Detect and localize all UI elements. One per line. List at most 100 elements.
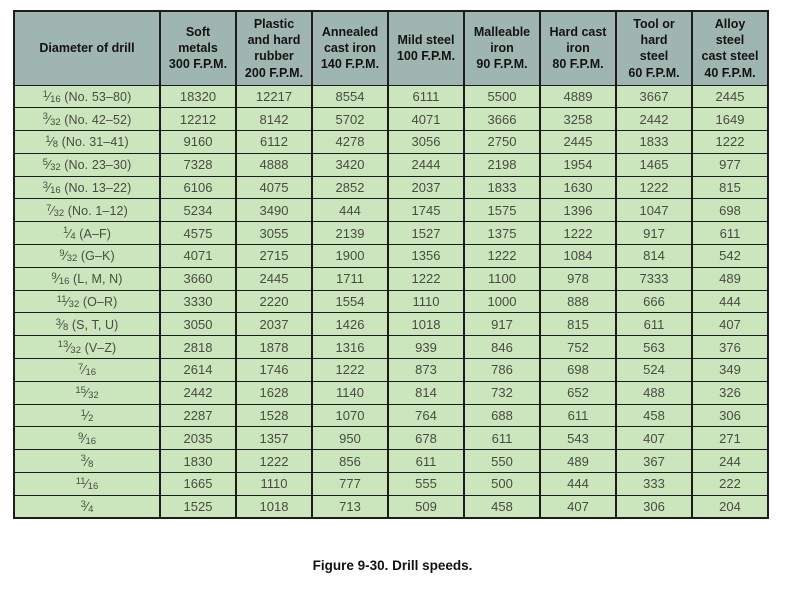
fraction-numerator: 3 xyxy=(42,111,48,123)
table-body: 1⁄16 (No. 53–80) 18320 12217 8554 6111 5500 48… xyxy=(13,84,769,519)
speed-value-cell: 1222 xyxy=(387,266,465,291)
speed-value-cell: 611 xyxy=(615,312,693,337)
speed-value-cell: 488 xyxy=(615,380,693,405)
fraction-slash: ⁄ xyxy=(85,476,88,492)
speed-value-cell: 611 xyxy=(691,221,769,246)
diameter-cell: 3⁄8 (S, T, U) xyxy=(13,312,161,337)
speed-value-cell: 4075 xyxy=(235,175,313,200)
speed-value-cell: 7333 xyxy=(615,266,693,291)
fraction-denominator: 8 xyxy=(63,321,69,333)
table-header: Diameter of drill Soft metals 300 F.P.M. P… xyxy=(13,10,769,86)
column-header-diameter: Diameter of drill xyxy=(13,10,161,86)
speed-value-cell: 814 xyxy=(615,244,693,268)
speed-value-cell: 1649 xyxy=(691,107,769,132)
fraction-slash: ⁄ xyxy=(85,385,89,401)
speed-value-cell: 326 xyxy=(691,380,769,405)
speed-value-cell: 1830 xyxy=(159,449,237,474)
speed-value-cell: 5234 xyxy=(159,198,237,223)
speed-value-cell: 2037 xyxy=(387,175,465,200)
speed-value-cell: 698 xyxy=(691,198,769,223)
speed-value-cell: 3056 xyxy=(387,130,465,154)
table-row: 3⁄32 (No. 42–52) 12212 8142 5702 4071 3666 325… xyxy=(13,107,769,132)
diameter-cell: 1⁄2 xyxy=(13,403,161,428)
speed-value-cell: 489 xyxy=(691,266,769,291)
speed-value-cell: 5702 xyxy=(311,107,389,132)
speed-value-cell: 1554 xyxy=(311,289,389,314)
fraction-slash: ⁄ xyxy=(47,111,51,127)
speed-value-cell: 4071 xyxy=(159,244,237,268)
table-row: 13⁄32 (V–Z) 2818 1878 1316 939 846 752 563 376 xyxy=(13,335,769,360)
diameter-cell: 1⁄4 (A–F) xyxy=(13,221,161,246)
speed-value-cell: 2442 xyxy=(615,107,693,132)
speed-value-cell: 222 xyxy=(691,472,769,496)
speed-value-cell: 333 xyxy=(615,472,693,496)
fraction-denominator: 4 xyxy=(70,230,76,242)
speed-value-cell: 3330 xyxy=(159,289,237,314)
speed-value-cell: 407 xyxy=(539,494,617,519)
speed-value-cell: 3258 xyxy=(539,107,617,132)
fraction-numerator: 9 xyxy=(51,271,57,282)
diameter-cell: 7⁄32 (No. 1–12) xyxy=(13,198,161,223)
speed-value-cell: 3660 xyxy=(159,266,237,291)
diameter-cell: 1⁄8 (No. 31–41) xyxy=(13,130,161,154)
table-header-row: Diameter of drill Soft metals 300 F.P.M. P… xyxy=(13,10,769,86)
speed-value-cell: 2445 xyxy=(235,266,313,291)
speed-value-cell: 950 xyxy=(311,426,389,451)
fraction-numerator: 3 xyxy=(80,453,86,465)
speed-value-cell: 978 xyxy=(539,266,617,291)
speed-value-cell: 306 xyxy=(615,494,693,519)
speed-value-cell: 367 xyxy=(615,449,693,474)
fraction-slash: ⁄ xyxy=(47,180,51,196)
diameter-cell: 7⁄16 xyxy=(13,358,161,382)
speed-value-cell: 7328 xyxy=(159,152,237,177)
fraction-denominator: 8 xyxy=(52,139,59,151)
speed-value-cell: 2287 xyxy=(159,403,237,428)
fraction-numerator: 1 xyxy=(80,407,86,419)
fraction-denominator: 32 xyxy=(66,253,78,265)
fraction-denominator: 32 xyxy=(53,207,65,219)
fraction-slash: ⁄ xyxy=(85,453,89,469)
speed-value-cell: 3420 xyxy=(311,152,389,177)
speed-value-cell: 444 xyxy=(691,289,769,314)
fraction-numerator: 9 xyxy=(59,248,65,260)
table-row: 1⁄2 2287 1528 1070 764 688 611 458 306 xyxy=(13,403,769,428)
fraction-slash: ⁄ xyxy=(47,157,51,173)
speed-value-cell: 815 xyxy=(539,312,617,337)
fraction-numerator: 11 xyxy=(75,476,86,488)
column-header: Alloy steel cast steel 40 F.P.M. xyxy=(691,10,769,86)
fraction-denominator: 16 xyxy=(85,435,97,447)
speed-value-cell: 1630 xyxy=(539,175,617,200)
speed-value-cell: 3666 xyxy=(463,107,541,132)
table-row: 5⁄32 (No. 23–30) 7328 4888 3420 2444 2198 1954… xyxy=(13,152,769,177)
speed-value-cell: 1375 xyxy=(463,221,541,246)
table-row: 1⁄4 (A–F) 4575 3055 2139 1527 1375 1222 917 611 xyxy=(13,221,769,246)
speed-value-cell: 1711 xyxy=(311,266,389,291)
diameter-cell: 3⁄4 xyxy=(13,494,161,519)
diameter-cell: 13⁄32 (V–Z) xyxy=(13,335,161,360)
speed-value-cell: 1525 xyxy=(159,494,237,519)
fraction-denominator: 16 xyxy=(85,367,97,379)
speed-value-cell: 977 xyxy=(691,152,769,177)
speed-value-cell: 4889 xyxy=(539,84,617,109)
fraction-numerator: 1 xyxy=(62,225,69,237)
speed-value-cell: 349 xyxy=(691,358,769,382)
speed-value-cell: 1528 xyxy=(235,403,313,428)
fraction-denominator: 32 xyxy=(50,116,61,128)
speed-value-cell: 204 xyxy=(691,494,769,519)
speed-value-cell: 458 xyxy=(463,494,541,519)
fraction-numerator: 11 xyxy=(56,293,67,305)
speed-value-cell: 524 xyxy=(615,358,693,382)
speed-value-cell: 12212 xyxy=(159,107,237,132)
table-row: 9⁄32 (G–K) 4071 2715 1900 1356 1222 1084 814 542 xyxy=(13,244,769,268)
fraction-slash: ⁄ xyxy=(85,408,89,424)
drill-number-range: (S, T, U) xyxy=(68,317,119,332)
speed-value-cell: 2715 xyxy=(235,244,313,268)
speed-value-cell: 306 xyxy=(691,403,769,428)
table-row: 11⁄16 1665 1110 777 555 500 444 333 222 xyxy=(13,472,769,496)
table-row: 1⁄16 (No. 53–80) 18320 12217 8554 6111 5500 48… xyxy=(13,84,769,109)
speed-value-cell: 1396 xyxy=(539,198,617,223)
speed-value-cell: 542 xyxy=(691,244,769,268)
speed-value-cell: 407 xyxy=(691,312,769,337)
drill-number-range: (No. 23–30) xyxy=(60,158,132,173)
speed-value-cell: 846 xyxy=(463,335,541,360)
